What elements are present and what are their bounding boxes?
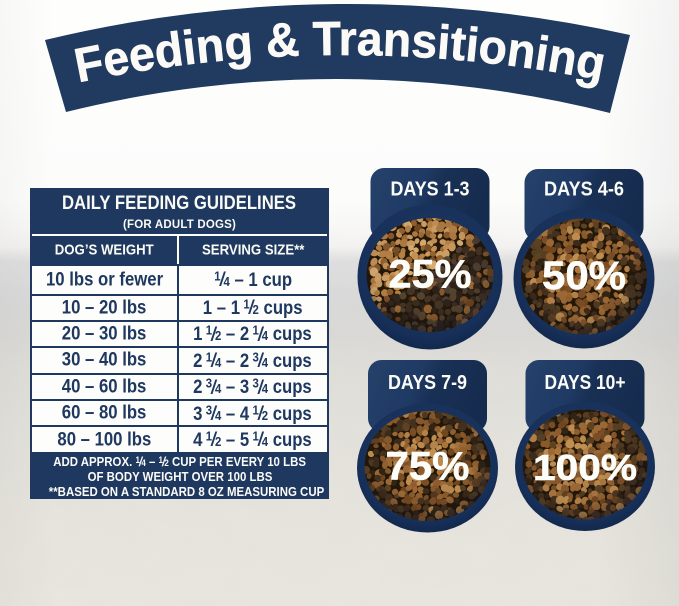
svg-text:75%: 75% [386, 445, 470, 489]
svg-text:100%: 100% [533, 447, 637, 488]
svg-text:DAYS 10+: DAYS 10+ [545, 372, 626, 394]
svg-text:DAYS 7-9: DAYS 7-9 [388, 372, 467, 394]
svg-text:DAYS 1-3: DAYS 1-3 [391, 179, 470, 201]
svg-text:25%: 25% [389, 253, 472, 297]
svg-text:DAYS 4-6: DAYS 4-6 [544, 179, 624, 201]
svg-text:50%: 50% [542, 254, 626, 298]
